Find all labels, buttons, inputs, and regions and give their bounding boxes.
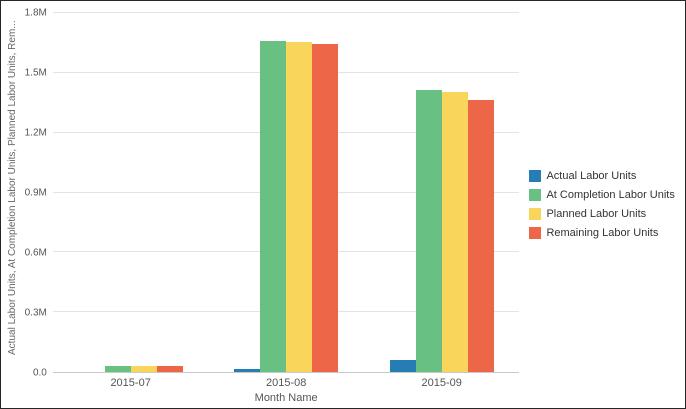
gridline (52, 12, 520, 13)
bar[interactable] (104, 366, 131, 372)
chart-main: 2015-07 2015-08 2015-09 Month Name (52, 3, 520, 406)
plot-area (52, 12, 520, 373)
legend-swatch-icon (529, 170, 542, 182)
bar[interactable] (234, 369, 261, 372)
y-tick-label: 0.3M (24, 307, 47, 319)
legend-label: Remaining Labor Units (546, 227, 659, 239)
y-axis-ticks: 0.0 0.3M 0.6M 0.9M 1.2M 1.5M 1.8M (20, 8, 53, 379)
bar-group (53, 13, 209, 372)
y-tick-label: 0.6M (24, 247, 47, 259)
bar[interactable] (156, 366, 183, 372)
legend-label: Planned Labor Units (546, 208, 647, 220)
bar[interactable] (467, 99, 494, 372)
bar[interactable] (260, 40, 287, 372)
legend: Actual Labor Units At Completion Labor Un… (519, 3, 681, 406)
legend-item[interactable]: At Completion Labor Units (529, 189, 681, 201)
legend-swatch-icon (529, 208, 542, 220)
legend-swatch-icon (529, 189, 542, 201)
bar-group (364, 13, 520, 372)
legend-item[interactable]: Remaining Labor Units (529, 227, 681, 239)
y-axis-title: Actual Labor Units, At Completion Labor … (6, 20, 18, 356)
bar[interactable] (286, 41, 313, 372)
y-tick-label: 0.9M (24, 187, 47, 199)
legend-swatch-icon (529, 227, 542, 239)
y-tick-label: 1.8M (24, 7, 47, 19)
bar[interactable] (312, 43, 339, 372)
y-tick-label: 0.0 (32, 367, 47, 379)
bar-group (208, 13, 364, 372)
bar-groups (53, 13, 520, 372)
bar[interactable] (130, 366, 157, 372)
bar[interactable] (441, 91, 468, 372)
x-axis-title: Month Name (254, 392, 318, 404)
legend-item[interactable]: Planned Labor Units (529, 208, 681, 220)
y-tick-label: 1.2M (24, 127, 47, 139)
bar[interactable] (415, 89, 442, 372)
x-tick-label: 2015-08 (265, 377, 307, 389)
x-tick-label: 2015-09 (421, 377, 462, 389)
y-tick-label: 1.5M (24, 67, 47, 79)
x-axis-labels: 2015-07 2015-08 2015-09 (53, 377, 520, 389)
legend-label: Actual Labor Units (546, 170, 637, 182)
bar[interactable] (389, 360, 416, 372)
x-tick-label: 2015-07 (110, 377, 151, 389)
legend-item[interactable]: Actual Labor Units (529, 170, 681, 182)
legend-label: At Completion Labor Units (546, 189, 675, 201)
